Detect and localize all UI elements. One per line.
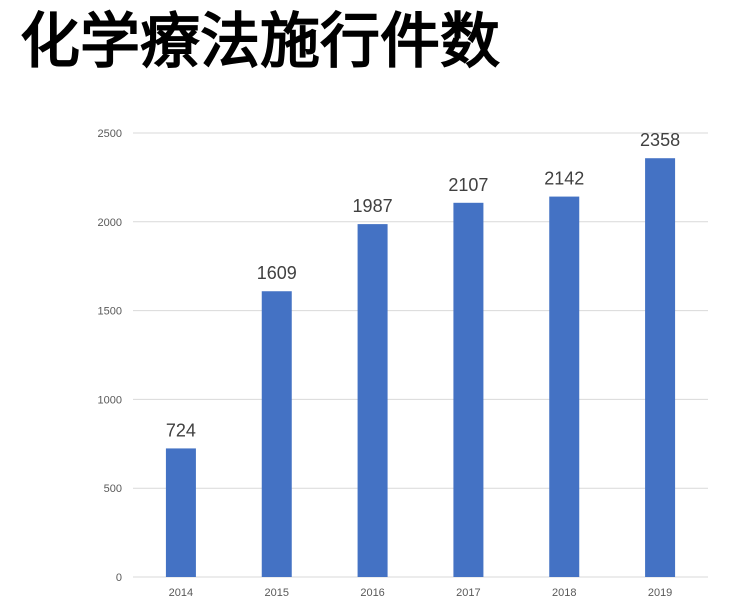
data-labels: 724 1609 1987 2107 2142 2358 [166,130,680,440]
bar-2016 [357,224,388,577]
bar-2015 [261,291,292,577]
y-tick-label: 2000 [98,217,122,229]
x-tick-label: 2019 [648,587,672,599]
bar-2014 [165,448,196,577]
data-label: 1987 [353,196,393,216]
bar-2019 [645,158,676,578]
gridlines [133,132,708,578]
y-tick-label: 500 [104,483,122,495]
x-tick-label: 2016 [360,587,384,599]
bar-2018 [549,196,580,577]
y-tick-label: 2500 [98,128,122,140]
data-label: 2107 [448,175,488,195]
y-tick-label: 1000 [98,394,122,406]
y-axis-ticks: 0 500 1000 1500 2000 2500 [98,128,122,584]
data-label: 2142 [544,169,584,189]
x-tick-label: 2015 [265,587,289,599]
bar-2017 [453,202,484,577]
x-axis-ticks: 2014 2015 2016 2017 2018 2019 [169,587,673,599]
bars [165,158,676,578]
data-label: 724 [166,420,196,440]
page-title: 化学療法施行件数 [20,7,500,77]
data-label: 1609 [257,263,297,283]
x-tick-label: 2018 [552,587,576,599]
y-tick-label: 1500 [98,306,122,318]
x-tick-label: 2014 [169,587,193,599]
data-label: 2358 [640,130,680,150]
x-tick-label: 2017 [456,587,480,599]
y-tick-label: 0 [116,572,122,584]
